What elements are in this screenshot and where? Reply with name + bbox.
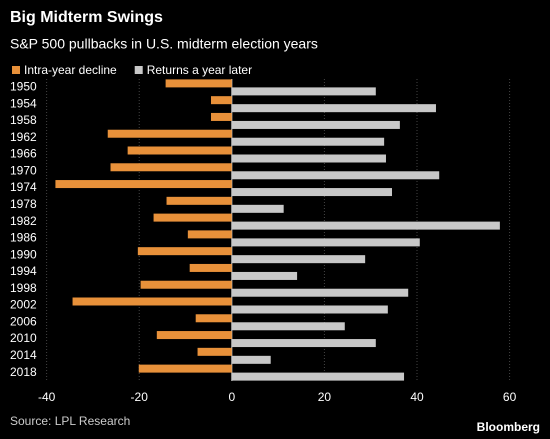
bar [231, 271, 298, 280]
y-tick-label: 2002 [10, 298, 37, 312]
y-tick-label: 2006 [10, 314, 37, 328]
bar [166, 196, 232, 205]
x-tick-label: 40 [410, 390, 424, 404]
x-tick-label: 20 [318, 390, 332, 404]
chart-title: Big Midterm Swings [10, 9, 163, 26]
y-tick-label: 1986 [10, 231, 37, 245]
bar [231, 255, 366, 264]
x-tick-label: 60 [503, 390, 517, 404]
bar [231, 238, 420, 247]
y-tick-label: 2018 [10, 365, 37, 379]
bar [231, 120, 400, 129]
y-tick-label: 1970 [10, 163, 37, 177]
x-tick-label: -20 [131, 390, 149, 404]
y-tick-label: 1998 [10, 281, 37, 295]
bar [231, 288, 409, 297]
y-tick-label: 1990 [10, 247, 37, 261]
y-tick-label: 2014 [10, 348, 37, 362]
bar [231, 339, 376, 348]
chart-subtitle: S&P 500 pullbacks in U.S. midterm electi… [10, 36, 318, 52]
bar [231, 355, 271, 364]
bar [156, 331, 232, 340]
source: Source: LPL Research [10, 414, 130, 428]
bar [107, 129, 232, 138]
bar [231, 87, 376, 96]
bar [140, 280, 232, 289]
bar [153, 213, 232, 222]
y-tick-label: 2010 [10, 331, 37, 345]
y-tick-label: 1994 [10, 264, 37, 278]
y-tick-label: 1974 [10, 180, 37, 194]
bar [231, 104, 436, 113]
y-tick-label: 1958 [10, 113, 37, 127]
bar [55, 180, 232, 189]
legend-swatch [134, 66, 143, 74]
bar [231, 137, 385, 146]
bar [138, 364, 232, 373]
bar [231, 322, 345, 331]
legend-label: Returns a year later [147, 63, 252, 77]
x-tick-label: -40 [38, 390, 56, 404]
brand: Bloomberg [477, 420, 540, 434]
bar [231, 204, 284, 213]
bar [187, 230, 232, 239]
y-tick-label: 1962 [10, 130, 37, 144]
bar [189, 263, 232, 272]
legend-swatch [12, 66, 20, 74]
y-tick-label: 1982 [10, 214, 37, 228]
bar [137, 247, 232, 256]
y-tick-label: 1954 [10, 96, 37, 110]
y-tick-label: 1978 [10, 197, 37, 211]
bar [110, 163, 232, 172]
bar [72, 297, 232, 306]
bar [195, 314, 232, 323]
bar [210, 112, 232, 121]
bar [231, 171, 440, 180]
y-tick-label: 1966 [10, 147, 37, 161]
bar [231, 305, 388, 314]
bar [210, 96, 232, 105]
bar [127, 146, 232, 155]
bar [231, 372, 405, 381]
bar [165, 79, 232, 88]
legend-label: Intra-year decline [24, 63, 117, 77]
y-tick-label: 1950 [10, 80, 37, 94]
bar [197, 347, 232, 356]
x-tick-label: 0 [228, 390, 235, 404]
bar [231, 188, 392, 197]
bar [231, 154, 386, 163]
bar [231, 221, 500, 230]
